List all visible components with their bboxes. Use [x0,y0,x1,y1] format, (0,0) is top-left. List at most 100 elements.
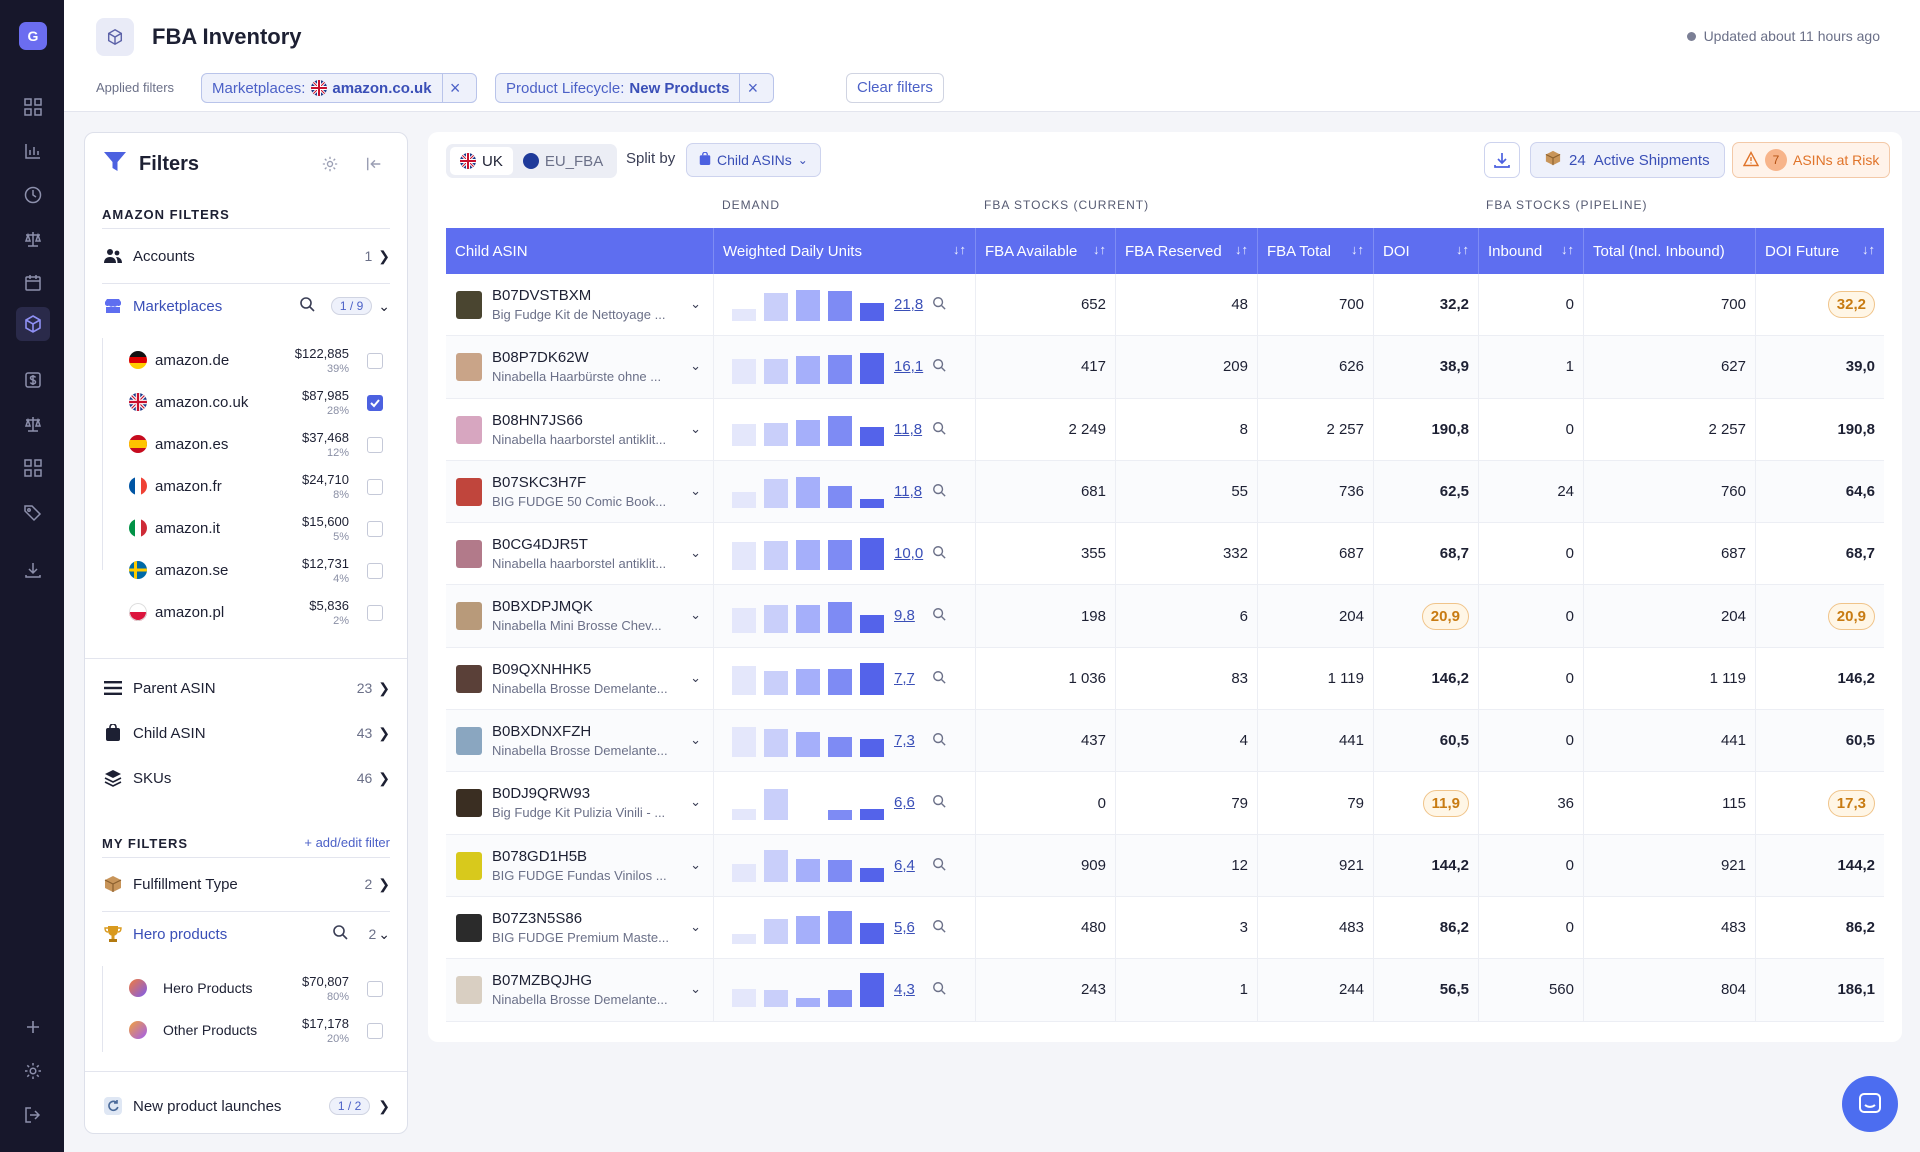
table-row[interactable]: B0DJ9QRW93 Big Fudge Kit Pulizia Vinili … [446,772,1884,835]
tab-uk[interactable]: UK [450,147,513,175]
table-row[interactable]: B0BXDPJMQK Ninabella Mini Brosse Chev...… [446,585,1884,648]
filter-fulfillment-type[interactable]: Fulfillment Type 2 ❯ [102,869,390,899]
col-doi-future[interactable]: DOI Future ↓↑ [1756,228,1884,274]
chip-marketplaces[interactable]: Marketplaces: amazon.co.uk × [201,73,477,103]
asin-code[interactable]: B07DVSTBXM [492,287,592,304]
weighted-daily-units-link[interactable]: 6,6 [894,794,915,812]
chip-product-lifecycle[interactable]: Product Lifecycle: New Products × [495,73,775,103]
hero-item-checkbox[interactable] [367,981,383,997]
chevron-down-icon[interactable]: ⌄ [690,794,701,810]
hero-item-hero-products[interactable]: Hero Products $70,807 80% [129,971,393,1007]
weighted-daily-units-link[interactable]: 7,3 [894,732,915,750]
plus-icon[interactable] [16,1010,50,1044]
col-weighted-daily-units[interactable]: Weighted Daily Units ↓↑ [714,228,976,274]
search-icon[interactable] [932,421,946,439]
table-row[interactable]: B07DVSTBXM Big Fudge Kit de Nettoyage ..… [446,274,1884,337]
weighted-daily-units-link[interactable]: 21,8 [894,296,924,313]
col-doi[interactable]: DOI ↓↑ [1374,228,1479,274]
dashboard-icon[interactable] [16,90,50,124]
clock-icon[interactable] [16,178,50,212]
marketplace-checkbox-checked[interactable] [367,395,383,411]
asin-code[interactable]: B0BXDNXFZH [492,723,592,741]
filter-child-asin[interactable]: Child ASIN 43 ❯ [102,718,390,748]
weighted-daily-units-link[interactable]: 5,6 [894,918,915,936]
remove-chip-close-icon[interactable]: × [739,74,765,102]
inventory-box-icon[interactable] [16,307,50,341]
search-icon[interactable] [932,483,946,501]
scale-icon[interactable] [16,222,50,256]
chevron-down-icon[interactable]: ⌄ [690,420,701,436]
chevron-down-icon[interactable]: ⌄ [690,296,701,311]
chart-icon[interactable] [16,134,50,168]
table-row[interactable]: B07Z3N5S86 BIG FUDGE Premium Maste... ⌄ … [446,896,1884,960]
workspace-logo[interactable]: G [19,22,47,50]
col-total-incl-inbound[interactable]: Total (Incl. Inbound) [1584,228,1756,274]
weighted-daily-units-link[interactable]: 9,8 [894,607,915,625]
marketplace-item-it[interactable]: amazon.it $15,600 5% [129,511,393,547]
remove-chip-close-icon[interactable]: × [441,74,468,102]
asin-code[interactable]: B08HN7JS66 [492,411,583,429]
chevron-down-icon[interactable]: ⌄ [690,856,701,872]
asin-code[interactable]: B07SKC3H7F [492,473,587,491]
weighted-daily-units-link[interactable]: 6,4 [894,856,915,874]
chevron-down-icon[interactable]: ⌄ [378,297,390,314]
clear-filters-button[interactable]: Clear filters [846,73,944,103]
col-fba-total[interactable]: FBA Total ↓↑ [1258,228,1374,274]
filter-hero-products[interactable]: Hero products 2 ⌄ [102,919,390,949]
split-by-dropdown[interactable]: Child ASINs ⌄ [686,143,821,177]
asin-code[interactable]: B07Z3N5S86 [492,909,583,927]
table-row[interactable]: B07MZBQJHG Ninabella Brosse Demelante...… [446,959,1884,1022]
marketplace-checkbox[interactable] [367,479,383,495]
search-icon[interactable] [932,857,946,875]
search-icon[interactable] [932,919,946,937]
col-fba-available[interactable]: FBA Available ↓↑ [976,228,1116,274]
filter-parent-asin[interactable]: Parent ASIN 23 ❯ [102,673,390,703]
col-inbound[interactable]: Inbound ↓↑ [1479,228,1584,274]
col-child-asin[interactable]: Child ASIN [446,228,714,274]
dollar-icon[interactable] [16,363,50,397]
sort-icon[interactable]: ↓↑ [1862,242,1875,257]
marketplace-checkbox[interactable] [367,353,383,369]
asin-code[interactable]: B0DJ9QRW93 [492,785,591,803]
logout-icon[interactable] [16,1098,50,1132]
filter-new-product-launches[interactable]: New product launches 1 / 2 ❯ [102,1091,390,1121]
table-row[interactable]: B07SKC3H7F BIG FUDGE 50 Comic Book... ⌄ … [446,460,1884,524]
search-icon[interactable] [932,981,946,999]
table-row[interactable]: B078GD1H5B BIG FUDGE Fundas Vinilos ... … [446,834,1884,897]
chevron-down-icon[interactable]: ⌄ [690,732,701,748]
active-shipments-button[interactable]: 24 Active Shipments [1530,142,1725,178]
chevron-down-icon[interactable]: ⌄ [690,482,701,498]
search-icon[interactable] [299,296,315,316]
sort-icon[interactable]: ↓↑ [1351,242,1364,257]
marketplace-item-es[interactable]: amazon.es $37,468 12% [129,427,393,463]
search-icon[interactable] [932,794,946,812]
search-icon[interactable] [932,732,946,750]
filter-marketplaces[interactable]: Marketplaces 1 / 9 ⌄ [102,291,390,321]
asin-code[interactable]: B07MZBQJHG [492,972,593,990]
table-row[interactable]: B0CG4DJR5T Ninabella haarborstel antikli… [446,523,1884,586]
asin-code[interactable]: B0CG4DJR5T [492,536,588,554]
weighted-daily-units-link[interactable]: 16,1 [894,358,924,376]
chevron-down-icon[interactable]: ⌄ [690,545,701,561]
table-row[interactable]: B09QXNHHK5 Ninabella Brosse Demelante...… [446,647,1884,711]
chat-button[interactable] [1842,1076,1898,1132]
marketplace-checkbox[interactable] [367,437,383,453]
calendar-icon[interactable] [16,266,50,300]
chevron-down-icon[interactable]: ⌄ [690,358,701,374]
chevron-down-icon[interactable]: ⌄ [690,669,701,685]
marketplace-item-pl[interactable]: amazon.pl $5,836 2% [129,595,393,631]
sort-icon[interactable]: ↓↑ [1093,242,1106,257]
sort-icon[interactable]: ↓↑ [953,242,966,257]
marketplace-checkbox[interactable] [367,605,383,621]
weighted-daily-units-link[interactable]: 4,3 [894,981,915,999]
search-icon[interactable] [932,545,946,563]
marketplace-item-fr[interactable]: amazon.fr $24,710 8% [129,469,393,505]
sort-icon[interactable]: ↓↑ [1456,242,1469,257]
gear-icon[interactable] [321,155,339,178]
col-fba-reserved[interactable]: FBA Reserved ↓↑ [1116,228,1258,274]
table-row[interactable]: B0BXDNXFZH Ninabella Brosse Demelante...… [446,710,1884,773]
weighted-daily-units-link[interactable]: 11,8 [894,482,923,500]
table-row[interactable]: B08P7DK62W Ninabella Haarbürste ohne ...… [446,336,1884,399]
weighted-daily-units-link[interactable]: 10,0 [894,545,924,563]
marketplace-item-se[interactable]: amazon.se $12,731 4% [129,553,393,589]
